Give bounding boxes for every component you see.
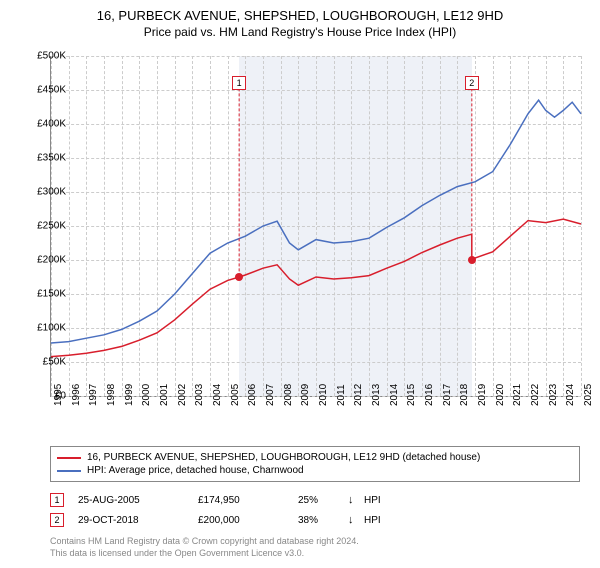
marker-dot: [468, 256, 476, 264]
sale-pct: 38%: [298, 515, 348, 526]
legend-row: 16, PURBECK AVENUE, SHEPSHED, LOUGHBOROU…: [57, 451, 573, 464]
x-axis-label: 2007: [265, 384, 276, 406]
plot-area: 12: [50, 56, 581, 397]
sale-row: 1 25-AUG-2005 £174,950 25% ↓ HPI: [50, 490, 580, 510]
x-axis-label: 2011: [336, 384, 347, 406]
marker-box: 2: [465, 76, 479, 90]
marker-dot: [235, 273, 243, 281]
x-axis-label: 1999: [124, 384, 135, 406]
y-axis-label: £250K: [20, 221, 66, 232]
x-axis-label: 2023: [548, 384, 559, 406]
footer-line: Contains HM Land Registry data © Crown c…: [50, 536, 359, 548]
chart-svg: [51, 56, 581, 396]
sale-marker: 1: [50, 493, 64, 507]
legend: 16, PURBECK AVENUE, SHEPSHED, LOUGHBOROU…: [50, 446, 580, 482]
chart-subtitle: Price paid vs. HM Land Registry's House …: [0, 25, 600, 39]
down-arrow-icon: ↓: [348, 494, 364, 506]
down-arrow-icon: ↓: [348, 514, 364, 526]
x-axis-label: 1995: [53, 384, 64, 406]
y-axis-label: £400K: [20, 119, 66, 130]
legend-label: 16, PURBECK AVENUE, SHEPSHED, LOUGHBOROU…: [87, 452, 480, 463]
y-axis-label: £300K: [20, 187, 66, 198]
y-axis-label: £350K: [20, 153, 66, 164]
sale-row: 2 29-OCT-2018 £200,000 38% ↓ HPI: [50, 510, 580, 530]
x-axis-label: 2025: [583, 384, 594, 406]
sale-price: £200,000: [198, 515, 298, 526]
y-axis-label: £150K: [20, 289, 66, 300]
x-axis-label: 1996: [71, 384, 82, 406]
x-axis-label: 2015: [406, 384, 417, 406]
y-axis-label: £50K: [20, 357, 66, 368]
sale-suffix: HPI: [364, 515, 381, 526]
x-axis-label: 2012: [353, 384, 364, 406]
x-axis-label: 2017: [442, 384, 453, 406]
x-axis-label: 2000: [141, 384, 152, 406]
x-axis-label: 2008: [283, 384, 294, 406]
x-axis-label: 2009: [300, 384, 311, 406]
x-axis-label: 2016: [424, 384, 435, 406]
legend-row: HPI: Average price, detached house, Char…: [57, 464, 573, 477]
marker-box: 1: [232, 76, 246, 90]
sale-pct: 25%: [298, 495, 348, 506]
x-axis-label: 2006: [247, 384, 258, 406]
x-axis-label: 2018: [459, 384, 470, 406]
x-axis-label: 1998: [106, 384, 117, 406]
x-axis-label: 2003: [194, 384, 205, 406]
sale-marker: 2: [50, 513, 64, 527]
y-axis-label: £500K: [20, 51, 66, 62]
chart-title: 16, PURBECK AVENUE, SHEPSHED, LOUGHBOROU…: [0, 8, 600, 23]
y-axis-label: £200K: [20, 255, 66, 266]
y-axis-label: £450K: [20, 85, 66, 96]
sale-price: £174,950: [198, 495, 298, 506]
x-axis-label: 2001: [159, 384, 170, 406]
sale-date: 25-AUG-2005: [78, 495, 198, 506]
x-axis-label: 2020: [495, 384, 506, 406]
series-hpi: [51, 100, 581, 343]
x-axis-label: 2014: [389, 384, 400, 406]
gridline-v: [581, 56, 582, 396]
sale-rows: 1 25-AUG-2005 £174,950 25% ↓ HPI 2 29-OC…: [50, 490, 580, 530]
legend-label: HPI: Average price, detached house, Char…: [87, 465, 304, 476]
x-axis-label: 2002: [177, 384, 188, 406]
footer: Contains HM Land Registry data © Crown c…: [50, 536, 359, 559]
x-axis-label: 2024: [565, 384, 576, 406]
legend-swatch: [57, 457, 81, 459]
footer-line: This data is licensed under the Open Gov…: [50, 548, 359, 560]
x-axis-label: 2013: [371, 384, 382, 406]
x-axis-label: 2022: [530, 384, 541, 406]
x-axis-label: 2021: [512, 384, 523, 406]
x-axis-label: 2004: [212, 384, 223, 406]
sale-date: 29-OCT-2018: [78, 515, 198, 526]
x-axis-label: 2005: [230, 384, 241, 406]
legend-swatch: [57, 470, 81, 472]
x-axis-label: 1997: [88, 384, 99, 406]
x-axis-label: 2010: [318, 384, 329, 406]
chart-container: 16, PURBECK AVENUE, SHEPSHED, LOUGHBOROU…: [0, 8, 600, 568]
x-axis-label: 2019: [477, 384, 488, 406]
sale-suffix: HPI: [364, 495, 381, 506]
y-axis-label: £100K: [20, 323, 66, 334]
